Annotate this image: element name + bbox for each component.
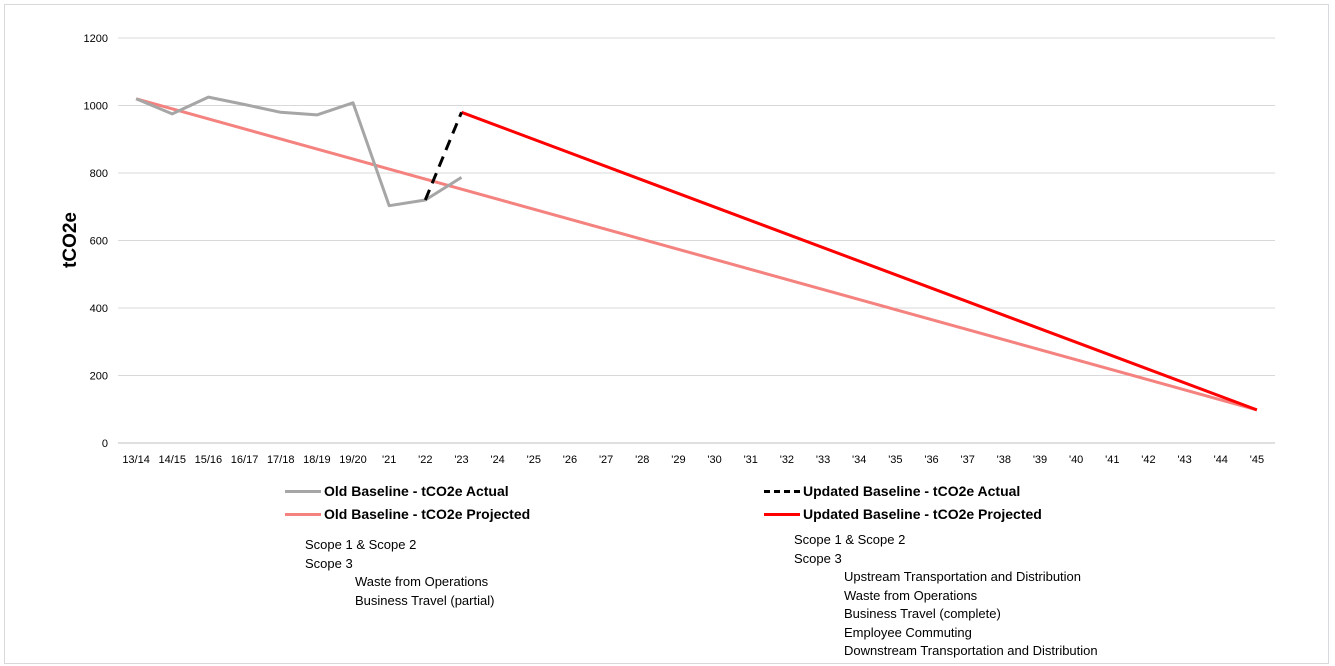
x-tick-label: '27	[599, 454, 613, 466]
notes-updated-baseline: Scope 1 & Scope 2 Scope 3 Upstream Trans…	[794, 531, 1098, 661]
x-tick-label: '29	[671, 454, 685, 466]
x-tick-label: '41	[1105, 454, 1119, 466]
note-line: Scope 3	[305, 555, 353, 571]
note-line: Waste from Operations	[355, 574, 489, 589]
note-line: Business Travel (complete)	[844, 606, 1001, 621]
x-tick-label: '31	[744, 454, 758, 466]
note-line: Scope 1 & Scope 2	[305, 537, 417, 552]
x-tick-label: '40	[1069, 454, 1083, 466]
x-tick-label: '24	[490, 454, 504, 466]
legend-swatch-updated-actual	[764, 489, 800, 493]
x-tick-label: '21	[382, 454, 396, 466]
y-tick-label: 600	[90, 236, 108, 248]
y-tick-label: 1200	[84, 33, 108, 45]
x-tick-label: '35	[888, 454, 902, 466]
x-tick-label: '39	[1033, 454, 1047, 466]
y-tick-labels: 0 200 400 600 800 1000 1200	[84, 33, 108, 450]
x-tick-label: '28	[635, 454, 649, 466]
note-line: Scope 1 & Scope 2	[794, 532, 906, 547]
x-tick-label: '42	[1141, 454, 1155, 466]
series-line-2	[135, 97, 1258, 412]
legend-label-old-projected: Old Baseline - tCO2e Projected	[324, 506, 531, 522]
chart-frame	[4, 4, 1329, 664]
y-tick-label: 800	[90, 168, 108, 180]
x-tick-label: 16/17	[231, 454, 259, 466]
notes-old-baseline: Scope 1 & Scope 2 Scope 3 Waste from Ope…	[305, 536, 494, 610]
legend-label-updated-projected: Updated Baseline - tCO2e Projected	[803, 506, 1042, 522]
legend-item-old-projected: Old Baseline - tCO2e Projected	[285, 506, 530, 522]
y-tick-label: 1000	[84, 101, 108, 113]
x-tick-label: '45	[1250, 454, 1264, 466]
x-tick-label: '30	[707, 454, 721, 466]
series-lines	[135, 95, 1258, 412]
x-tick-label: '37	[961, 454, 975, 466]
x-tick-label: '25	[527, 454, 541, 466]
x-tick-labels: 13/14 14/15 15/16 16/17 17/18 18/19 19/20 '21 '2…	[122, 454, 1264, 466]
note-line: Downstream Transportation and Distributi…	[844, 643, 1098, 658]
series-line-1	[423, 111, 463, 201]
x-tick-label: 19/20	[339, 454, 367, 466]
note-line: Waste from Operations	[844, 587, 978, 603]
note-line: Employee Commuting	[844, 624, 972, 640]
note-line: Business Travel (partial)	[355, 592, 495, 608]
y-tick-label: 400	[90, 303, 108, 315]
x-tick-label: '38	[997, 454, 1011, 466]
x-tick-label: 17/18	[267, 454, 295, 466]
x-tick-label: 13/14	[122, 454, 150, 466]
x-tick-label: '34	[852, 454, 866, 466]
legend-item-updated-projected: Updated Baseline - tCO2e Projected	[764, 506, 1042, 522]
legend-swatch-old-projected	[285, 512, 321, 516]
legend-swatch-updated-projected	[764, 512, 800, 516]
x-tick-label: '32	[780, 454, 794, 466]
legend-item-updated-actual: Updated Baseline - tCO2e Actual	[764, 483, 1020, 499]
legend-swatch-old-actual	[285, 489, 321, 493]
legend-label-old-actual: Old Baseline - tCO2e Actual	[324, 483, 509, 499]
x-tick-label: 18/19	[303, 454, 331, 466]
legend-label-updated-actual: Updated Baseline - tCO2e Actual	[803, 483, 1021, 499]
x-tick-label: '36	[924, 454, 938, 466]
note-line: Scope 3	[794, 550, 842, 566]
y-tick-label: 200	[90, 371, 108, 383]
x-tick-label: '22	[418, 454, 432, 466]
note-line: Upstream Transportation and Distribution	[844, 569, 1082, 584]
gridlines	[118, 37, 1275, 444]
x-tick-label: 15/16	[195, 454, 223, 466]
series-line-3	[460, 110, 1258, 412]
y-tick-label: 0	[102, 438, 108, 450]
legend-item-old-actual: Old Baseline - tCO2e Actual	[285, 483, 509, 499]
x-tick-label: '26	[563, 454, 577, 466]
x-tick-label: '43	[1177, 454, 1191, 466]
y-axis-label: tCO2e	[60, 212, 81, 268]
x-tick-label: '33	[816, 454, 830, 466]
x-tick-label: '44	[1214, 454, 1228, 466]
series-line-0	[135, 95, 463, 208]
x-tick-label: 14/15	[158, 454, 186, 466]
x-tick-label: '23	[454, 454, 468, 466]
